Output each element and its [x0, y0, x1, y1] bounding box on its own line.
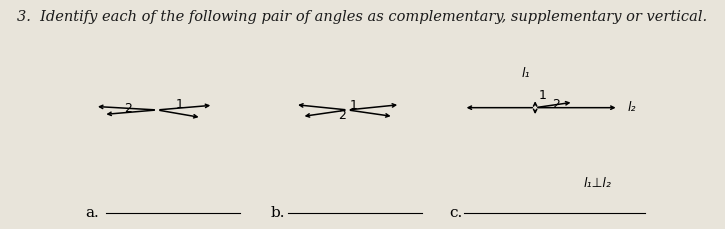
Text: 2: 2: [125, 102, 133, 115]
Text: a.: a.: [86, 206, 99, 220]
Text: l₁⊥l₂: l₁⊥l₂: [584, 177, 612, 191]
Text: 2: 2: [552, 98, 560, 112]
Text: l₂: l₂: [627, 101, 636, 114]
Text: 3.  Identify each of the following pair of angles as complementary, supplementar: 3. Identify each of the following pair o…: [17, 10, 708, 24]
Text: 1: 1: [175, 98, 183, 112]
Text: 1: 1: [349, 99, 357, 112]
Text: b.: b.: [270, 206, 285, 220]
Text: 1: 1: [539, 89, 546, 102]
Text: 2: 2: [338, 109, 346, 122]
Text: c.: c.: [449, 206, 462, 220]
Text: l₁: l₁: [522, 68, 531, 80]
